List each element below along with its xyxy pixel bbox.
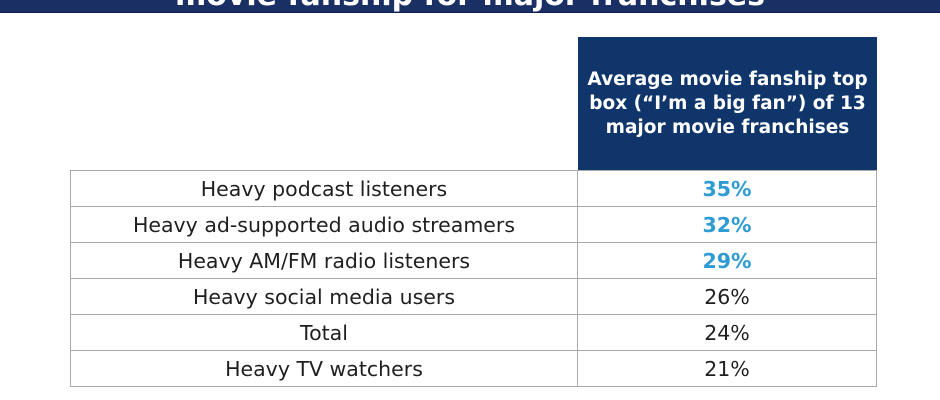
row-label: Heavy ad-supported audio streamers — [70, 207, 578, 242]
table-row: Heavy TV watchers 21% — [70, 351, 877, 387]
row-value: 24% — [578, 315, 877, 350]
table-row: Heavy social media users 26% — [70, 279, 877, 315]
row-label: Heavy podcast listeners — [70, 171, 578, 206]
table-row: Heavy ad-supported audio streamers 32% — [70, 207, 877, 243]
slide-title: movie fanship for major franchises — [0, 0, 940, 12]
title-banner: movie fanship for major franchises — [0, 0, 940, 13]
data-table: Heavy podcast listeners 35% Heavy ad-suppo… — [70, 170, 877, 387]
row-value: 26% — [578, 279, 877, 314]
row-value: 21% — [578, 351, 877, 386]
row-label: Heavy AM/FM radio listeners — [70, 243, 578, 278]
row-value: 35% — [578, 171, 877, 206]
row-label: Heavy TV watchers — [70, 351, 578, 386]
row-label: Total — [70, 315, 578, 350]
table-row: Heavy AM/FM radio listeners 29% — [70, 243, 877, 279]
row-label: Heavy social media users — [70, 279, 578, 314]
column-header: Average movie fanship top box (“I’m a bi… — [578, 37, 877, 170]
row-value: 29% — [578, 243, 877, 278]
table-row: Heavy podcast listeners 35% — [70, 171, 877, 207]
table-row: Total 24% — [70, 315, 877, 351]
row-value: 32% — [578, 207, 877, 242]
